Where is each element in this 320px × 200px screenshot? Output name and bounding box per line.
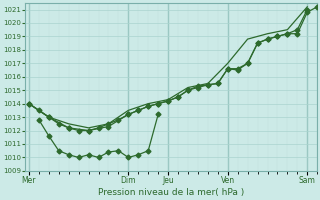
- X-axis label: Pression niveau de la mer( hPa ): Pression niveau de la mer( hPa ): [98, 188, 244, 197]
